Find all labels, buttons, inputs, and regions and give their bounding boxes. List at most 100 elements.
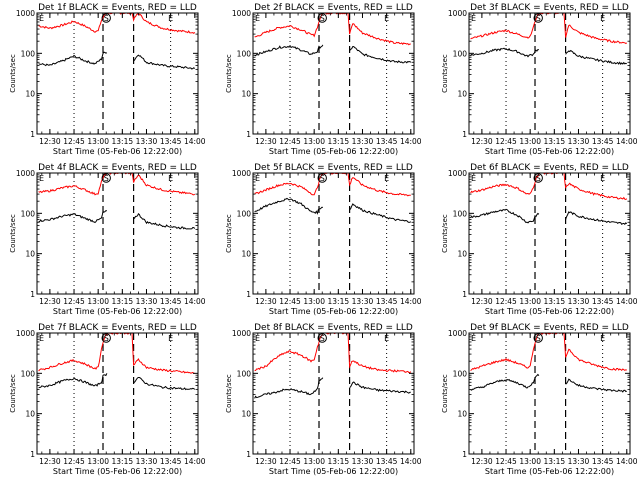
y-axis-label: Counts/sec xyxy=(9,214,17,253)
y-tick-label: 1 xyxy=(30,130,35,139)
end-marker-label: E xyxy=(39,334,44,343)
x-tick-label: 12:45 xyxy=(495,297,517,306)
plot-frame xyxy=(468,332,631,455)
x-axis-label: Start Time (05-Feb-06 12:22:00) xyxy=(53,147,182,156)
start-marker xyxy=(533,13,543,23)
x-tick-label: 13:15 xyxy=(328,457,350,466)
end-marker-label: E xyxy=(255,174,260,183)
events-trace xyxy=(470,208,628,226)
x-tick-label: 13:15 xyxy=(544,457,566,466)
x-tick-label: 13:45 xyxy=(376,457,398,466)
x-tick-label: 12:30 xyxy=(471,457,493,466)
x-tick-label: 12:45 xyxy=(495,457,517,466)
y-tick-label: 100 xyxy=(453,369,468,378)
y-tick-label: 1 xyxy=(246,450,251,459)
x-axis-label: Start Time (05-Feb-06 12:22:00) xyxy=(53,307,182,316)
x-axis-label: Start Time (05-Feb-06 12:22:00) xyxy=(485,147,614,156)
x-tick-label: 12:30 xyxy=(255,137,277,146)
start-marker xyxy=(101,173,111,183)
events-trace xyxy=(38,373,196,391)
x-tick-label: 13:00 xyxy=(519,457,541,466)
x-tick-label: 13:30 xyxy=(352,137,374,146)
y-tick-label: 1 xyxy=(246,290,251,299)
x-tick-label: 13:45 xyxy=(376,297,398,306)
start-marker-label: S xyxy=(104,14,109,23)
x-axis-label: Start Time (05-Feb-06 12:22:00) xyxy=(485,307,614,316)
events-trace xyxy=(470,373,627,393)
x-tick-label: 13:45 xyxy=(376,137,398,146)
plot-frame xyxy=(468,12,631,135)
x-tick-label: 13:15 xyxy=(544,137,566,146)
x-tick-label: 14:00 xyxy=(400,297,422,306)
start-marker-label: S xyxy=(320,334,325,343)
y-axis-label: Counts/sec xyxy=(9,374,17,413)
x-tick-label: 12:30 xyxy=(39,457,61,466)
x-tick-label: 12:45 xyxy=(63,457,85,466)
x-tick-label: 13:30 xyxy=(568,137,590,146)
x-tick-label: 13:15 xyxy=(112,457,134,466)
x-tick-label: 14:00 xyxy=(616,137,638,146)
panel-title: Det 8f BLACK = Events, RED = LLD xyxy=(254,323,413,333)
x-tick-label: 14:00 xyxy=(616,297,638,306)
events-trace xyxy=(470,47,628,65)
y-tick-label: 100 xyxy=(453,209,468,218)
panel-3: Det 3f BLACK = Events, RED = LLD 1 10 100 10… xyxy=(441,3,638,156)
x-tick-label: 12:45 xyxy=(63,297,85,306)
panel-title: Det 6f BLACK = Events, RED = LLD xyxy=(470,163,629,173)
end-marker-label: E xyxy=(39,174,44,183)
y-tick-label: 1 xyxy=(462,130,467,139)
y-tick-label: 10 xyxy=(457,90,467,99)
start-marker-label: S xyxy=(320,14,325,23)
panel-title: Det 2f BLACK = Events, RED = LLD xyxy=(254,3,413,13)
plot-frame xyxy=(468,172,631,295)
panel-title: Det 3f BLACK = Events, RED = LLD xyxy=(470,3,629,13)
x-tick-label: 13:30 xyxy=(568,457,590,466)
start-marker-label: S xyxy=(536,174,541,183)
x-tick-label: 13:00 xyxy=(519,297,541,306)
x-tick-label: 13:00 xyxy=(303,137,325,146)
start-marker xyxy=(317,13,327,23)
x-tick-label: 13:00 xyxy=(519,137,541,146)
x-tick-label: 13:30 xyxy=(352,297,374,306)
x-axis-label: Start Time (05-Feb-06 12:22:00) xyxy=(269,467,398,476)
y-tick-label: 1 xyxy=(246,130,251,139)
lld-trace xyxy=(254,173,411,197)
x-tick-label: 12:45 xyxy=(63,137,85,146)
end-marker-label: E xyxy=(168,334,173,343)
y-tick-label: 100 xyxy=(21,209,36,218)
lld-trace xyxy=(254,333,412,373)
start-marker-label: S xyxy=(536,14,541,23)
y-tick-label: 10 xyxy=(25,410,35,419)
x-tick-label: 13:45 xyxy=(592,457,614,466)
y-tick-label: 10 xyxy=(25,90,35,99)
x-axis-label: Start Time (05-Feb-06 12:22:00) xyxy=(485,467,614,476)
plot-frame xyxy=(36,12,199,135)
y-tick-label: 10 xyxy=(241,250,251,259)
x-tick-label: 13:15 xyxy=(544,297,566,306)
panel-title: Det 5f BLACK = Events, RED = LLD xyxy=(254,163,413,173)
y-tick-label: 1000 xyxy=(16,169,35,178)
y-tick-label: 1000 xyxy=(232,9,251,18)
end-marker-label: E xyxy=(255,334,260,343)
x-tick-label: 13:15 xyxy=(112,297,134,306)
x-tick-label: 14:00 xyxy=(400,457,422,466)
x-tick-label: 12:45 xyxy=(279,297,301,306)
end-marker-label: E xyxy=(600,14,605,23)
x-tick-label: 12:30 xyxy=(255,297,277,306)
y-axis-label: Counts/sec xyxy=(441,214,449,253)
x-tick-label: 13:00 xyxy=(303,297,325,306)
y-tick-label: 1000 xyxy=(232,169,251,178)
lld-trace xyxy=(38,333,195,374)
x-tick-label: 12:45 xyxy=(279,457,301,466)
end-marker-label: E xyxy=(384,174,389,183)
start-marker-label: S xyxy=(320,174,325,183)
panel-1: Det 1f BLACK = Events, RED = LLD 1 10 100 10… xyxy=(9,3,206,156)
start-marker xyxy=(317,173,327,183)
y-tick-label: 1 xyxy=(462,450,467,459)
x-tick-label: 13:45 xyxy=(160,297,182,306)
plot-frame xyxy=(36,332,199,455)
events-trace xyxy=(254,197,412,223)
x-tick-label: 13:45 xyxy=(592,297,614,306)
end-marker-label: E xyxy=(384,14,389,23)
y-axis-label: Counts/sec xyxy=(441,374,449,413)
